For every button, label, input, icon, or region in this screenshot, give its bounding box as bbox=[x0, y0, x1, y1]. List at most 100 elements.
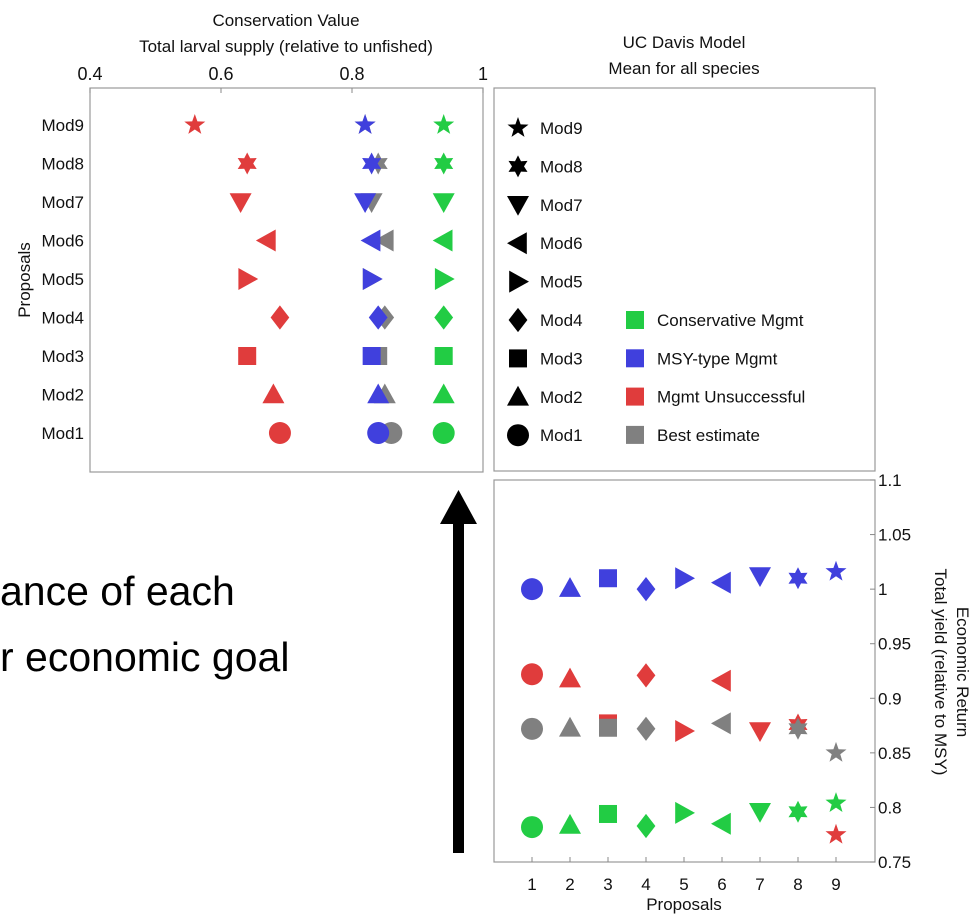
legend-marker bbox=[507, 385, 529, 406]
conservation-point bbox=[434, 347, 453, 365]
economic-point bbox=[788, 800, 808, 823]
legend-marker-label: Mod2 bbox=[540, 388, 583, 407]
arrow-head bbox=[440, 490, 477, 524]
conservation-point bbox=[362, 347, 381, 365]
economic-point bbox=[599, 718, 617, 737]
economic-x-tick-label: 5 bbox=[679, 875, 688, 894]
economic-y-tick-label: 0.85 bbox=[878, 744, 911, 763]
economic-x-tick-label: 4 bbox=[641, 875, 650, 894]
economic-point bbox=[711, 669, 731, 692]
conservation-point bbox=[434, 268, 455, 290]
economic-y-tick-label: 1.1 bbox=[878, 471, 902, 490]
economic-point bbox=[636, 813, 656, 839]
conservation-x-tick-label: 0.4 bbox=[77, 64, 102, 84]
economic-point bbox=[711, 571, 731, 594]
conservation-point bbox=[434, 152, 454, 175]
economic-x-tick-label: 3 bbox=[603, 875, 612, 894]
slide-text-line2: r economic goal bbox=[0, 634, 290, 680]
legend-marker bbox=[507, 117, 529, 137]
conservation-point bbox=[237, 152, 257, 175]
conservation-point bbox=[238, 268, 259, 290]
economic-x-tick-label: 7 bbox=[755, 875, 764, 894]
conservation-point bbox=[433, 114, 455, 134]
legend-marker-label: Mod8 bbox=[540, 157, 583, 176]
economic-point bbox=[825, 823, 847, 844]
economic-point bbox=[521, 663, 543, 686]
economic-xlabel: Proposals bbox=[646, 895, 722, 914]
legend-color-label: Conservative Mgmt bbox=[657, 311, 804, 330]
economic-point bbox=[521, 816, 543, 839]
legend-marker-label: Mod5 bbox=[540, 273, 583, 292]
economic-plot-frame bbox=[493, 479, 876, 863]
legend-frame bbox=[493, 87, 876, 472]
economic-point bbox=[559, 716, 581, 737]
legend-subtitle: Mean for all species bbox=[608, 59, 759, 78]
legend-color-swatch bbox=[626, 311, 644, 329]
economic-point bbox=[559, 667, 581, 688]
legend-marker-label: Mod9 bbox=[540, 119, 583, 138]
legend-marker bbox=[509, 270, 529, 293]
economic-x-tick-label: 6 bbox=[717, 875, 726, 894]
economic-point bbox=[675, 567, 695, 590]
conservation-point bbox=[255, 229, 276, 252]
economic-x-tick-label: 9 bbox=[831, 875, 840, 894]
conservation-point bbox=[432, 193, 455, 213]
economic-point bbox=[825, 741, 847, 762]
conservation-point bbox=[362, 152, 382, 175]
legend-color-label: MSY-type Mgmt bbox=[657, 349, 778, 368]
conservation-y-tick-label: Mod8 bbox=[41, 155, 84, 174]
conservation-plot-frame bbox=[89, 87, 484, 473]
economic-point bbox=[599, 804, 617, 823]
legend-marker-label: Mod1 bbox=[540, 426, 583, 445]
economic-y-tick-label: 0.75 bbox=[878, 853, 911, 872]
economic-point bbox=[749, 803, 771, 823]
conservation-x-tick-label: 1 bbox=[478, 64, 488, 84]
conservation-ylabel: Proposals bbox=[15, 242, 34, 318]
conservation-title: Conservation Value bbox=[212, 11, 359, 30]
conservation-point bbox=[432, 422, 455, 444]
economic-point bbox=[675, 801, 695, 824]
legend-color-swatch bbox=[626, 425, 644, 444]
legend-marker bbox=[509, 349, 527, 368]
conservation-y-tick-label: Mod4 bbox=[41, 309, 84, 328]
economic-x-tick-label: 1 bbox=[527, 875, 536, 894]
economic-point bbox=[711, 712, 731, 735]
legend-color-swatch bbox=[626, 349, 644, 368]
conservation-y-tick-label: Mod2 bbox=[41, 386, 84, 405]
economic-point bbox=[559, 813, 581, 834]
conservation-point bbox=[432, 229, 453, 252]
legend-title: UC Davis Model bbox=[623, 33, 746, 52]
economic-point bbox=[636, 577, 656, 602]
conservation-point bbox=[270, 305, 290, 330]
conservation-point bbox=[367, 383, 390, 404]
legend-marker bbox=[507, 232, 527, 255]
economic-point bbox=[636, 663, 656, 688]
conservation-point bbox=[368, 305, 388, 330]
conservation-y-tick-label: Mod5 bbox=[41, 270, 84, 289]
economic-ylabel: Total yield (relative to MSY) bbox=[931, 569, 950, 776]
economic-y-tick-label: 0.95 bbox=[878, 635, 911, 654]
economic-point bbox=[825, 792, 847, 812]
conservation-point bbox=[354, 193, 377, 213]
conservation-point bbox=[373, 229, 394, 252]
legend-marker-label: Mod7 bbox=[540, 196, 583, 215]
conservation-point bbox=[368, 152, 388, 175]
economic-y-tick-label: 0.8 bbox=[878, 798, 902, 817]
economic-point bbox=[599, 569, 617, 588]
legend-marker bbox=[507, 424, 529, 447]
economic-point bbox=[521, 578, 543, 601]
conservation-point bbox=[184, 114, 206, 134]
economic-y-tick-label: 0.9 bbox=[878, 689, 902, 708]
conservation-y-tick-label: Mod9 bbox=[41, 116, 84, 135]
legend-marker-label: Mod4 bbox=[540, 311, 583, 330]
conservation-y-tick-label: Mod3 bbox=[41, 347, 84, 366]
economic-point bbox=[788, 717, 808, 740]
economic-point bbox=[521, 717, 543, 740]
arrow-shaft bbox=[453, 520, 464, 853]
legend-color-label: Mgmt Unsuccessful bbox=[657, 388, 805, 407]
legend-color-swatch bbox=[626, 387, 644, 406]
economic-x-tick-label: 8 bbox=[793, 875, 802, 894]
conservation-point bbox=[362, 268, 383, 290]
